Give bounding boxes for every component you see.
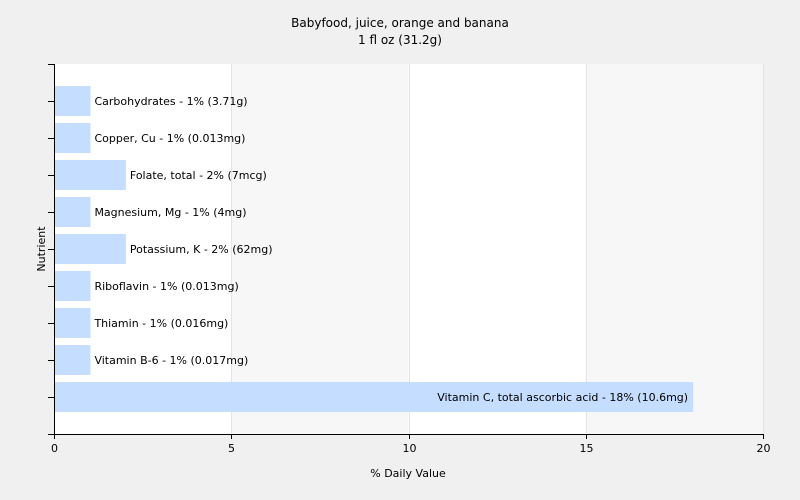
chart-subtitle: 1 fl oz (31.2g) — [358, 33, 442, 47]
bar — [55, 160, 126, 190]
bar-label: Copper, Cu - 1% (0.013mg) — [94, 132, 245, 145]
bar — [55, 123, 91, 153]
bar-label: Vitamin B-6 - 1% (0.017mg) — [94, 354, 248, 367]
bar-label: Riboflavin - 1% (0.013mg) — [94, 280, 238, 293]
x-axis-label: % Daily Value — [370, 467, 446, 480]
bar-label: Thiamin - 1% (0.016mg) — [93, 317, 228, 330]
chart-title: Babyfood, juice, orange and banana — [291, 16, 509, 30]
bar-label: Folate, total - 2% (7mcg) — [130, 169, 267, 182]
bar — [55, 86, 91, 116]
y-axis-label: Nutrient — [35, 226, 48, 272]
bar-label: Potassium, K - 2% (62mg) — [130, 243, 273, 256]
bar-label: Vitamin C, total ascorbic acid - 18% (10… — [437, 391, 688, 404]
x-tick-label: 10 — [403, 442, 417, 455]
plot-area: Carbohydrates - 1% (3.71g) Copper, Cu - 1… — [48, 64, 771, 455]
bar — [55, 382, 694, 412]
bar — [55, 271, 91, 301]
bar-label: Magnesium, Mg - 1% (4mg) — [94, 206, 246, 219]
x-tick-label: 0 — [51, 442, 58, 455]
bar — [55, 197, 91, 227]
bar — [55, 308, 91, 338]
bar — [55, 345, 91, 375]
x-tick-label: 20 — [757, 442, 771, 455]
bar — [55, 234, 126, 264]
x-tick-label: 5 — [228, 442, 235, 455]
bar-label: Carbohydrates - 1% (3.71g) — [94, 95, 247, 108]
grid-band — [231, 64, 409, 434]
grid-band — [585, 64, 763, 434]
x-tick-label: 15 — [580, 442, 594, 455]
